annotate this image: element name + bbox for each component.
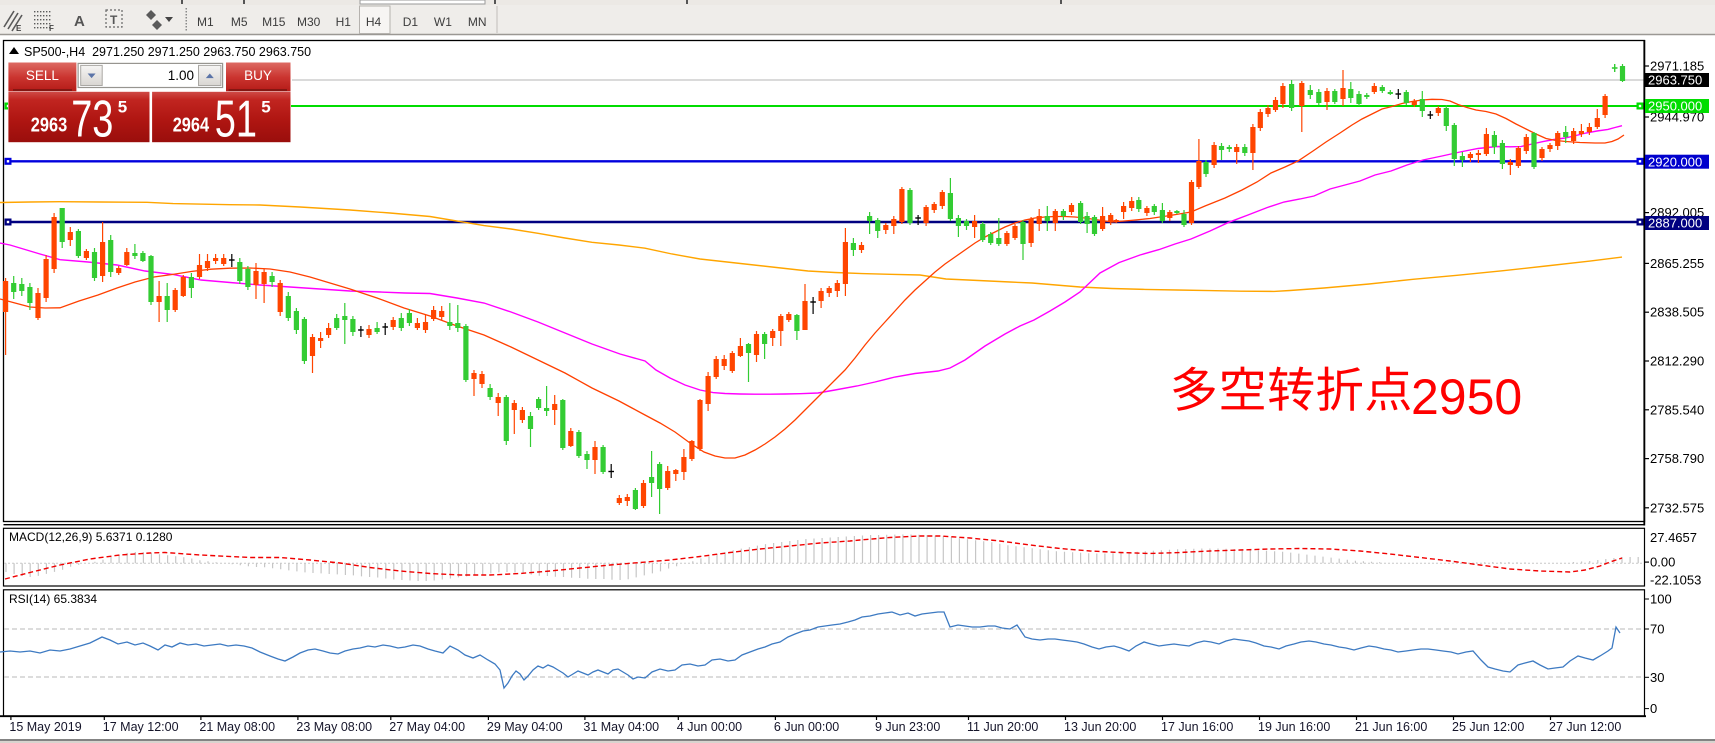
svg-text:BUY: BUY [244,68,272,83]
svg-text:T: T [110,13,118,27]
svg-text:21 Jun 16:00: 21 Jun 16:00 [1355,720,1427,734]
svg-text:D1: D1 [403,15,419,29]
svg-text:M1: M1 [197,15,214,29]
svg-text:17 Jun 16:00: 17 Jun 16:00 [1161,720,1233,734]
svg-text:27 May 04:00: 27 May 04:00 [389,720,465,734]
svg-text:73: 73 [71,90,113,148]
svg-text:23 May 08:00: 23 May 08:00 [296,720,372,734]
svg-text:27.4657: 27.4657 [1650,530,1697,545]
svg-text:2971.185: 2971.185 [1650,59,1704,74]
svg-text:MACD(12,26,9) 5.6371 0.1280: MACD(12,26,9) 5.6371 0.1280 [9,530,173,544]
svg-text:70: 70 [1650,622,1664,637]
svg-text:6 Jun 00:00: 6 Jun 00:00 [774,720,839,734]
svg-text:51: 51 [215,90,257,148]
svg-text:5: 5 [118,98,127,117]
svg-text:E: E [16,24,22,33]
svg-text:11 Jun 20:00: 11 Jun 20:00 [967,720,1038,734]
svg-text:25 Jun 12:00: 25 Jun 12:00 [1452,720,1524,734]
svg-text:15 May 2019: 15 May 2019 [9,720,81,734]
svg-text:H1: H1 [336,15,352,29]
svg-text:RSI(14) 65.3834: RSI(14) 65.3834 [9,592,97,606]
svg-text:2963: 2963 [31,113,67,136]
svg-text:29 May 04:00: 29 May 04:00 [487,720,563,734]
svg-text:13 Jun 20:00: 13 Jun 20:00 [1064,720,1136,734]
svg-text:A: A [74,13,85,30]
svg-text:30: 30 [1650,670,1664,685]
svg-text:31 May 04:00: 31 May 04:00 [583,720,659,734]
svg-text:2963.750: 2963.750 [1648,73,1702,88]
svg-text:H4: H4 [366,15,382,29]
svg-text:2758.790: 2758.790 [1650,451,1704,466]
svg-text:2950: 2950 [1411,369,1522,425]
svg-text:9 Jun 23:00: 9 Jun 23:00 [875,720,940,734]
svg-text:SP500-,H4 2971.250 2971.250 2: SP500-,H4 2971.250 2971.250 2963.750 296… [24,45,311,59]
svg-text:SELL: SELL [26,68,60,83]
svg-text:M30: M30 [297,15,321,29]
svg-text:2920.000: 2920.000 [1648,154,1702,169]
svg-text:2944.970: 2944.970 [1650,110,1704,125]
svg-text:2838.505: 2838.505 [1650,305,1704,320]
svg-text:2865.255: 2865.255 [1650,256,1704,271]
svg-text:-22.1053: -22.1053 [1650,573,1701,588]
svg-text:W1: W1 [434,15,452,29]
svg-text:0: 0 [1650,701,1657,716]
svg-text:F: F [49,24,54,33]
svg-text:MN: MN [468,15,487,29]
svg-text:2812.290: 2812.290 [1650,354,1704,369]
svg-text:1.00: 1.00 [168,68,194,83]
svg-text:M5: M5 [231,15,248,29]
svg-text:2785.540: 2785.540 [1650,402,1704,417]
svg-text:2964: 2964 [173,113,210,136]
svg-text:2732.575: 2732.575 [1650,500,1704,515]
svg-text:0.00: 0.00 [1650,555,1675,570]
svg-text:2887.000: 2887.000 [1648,216,1702,231]
svg-text:M15: M15 [262,15,286,29]
svg-text:19 Jun 16:00: 19 Jun 16:00 [1258,720,1330,734]
svg-text:2950.000: 2950.000 [1648,99,1702,114]
svg-text:17 May 12:00: 17 May 12:00 [103,720,179,734]
svg-text:5: 5 [261,98,270,117]
svg-text:27 Jun 12:00: 27 Jun 12:00 [1549,720,1621,734]
svg-text:100: 100 [1650,592,1672,607]
svg-text:21 May 08:00: 21 May 08:00 [199,720,275,734]
svg-text:4 Jun 00:00: 4 Jun 00:00 [677,720,742,734]
